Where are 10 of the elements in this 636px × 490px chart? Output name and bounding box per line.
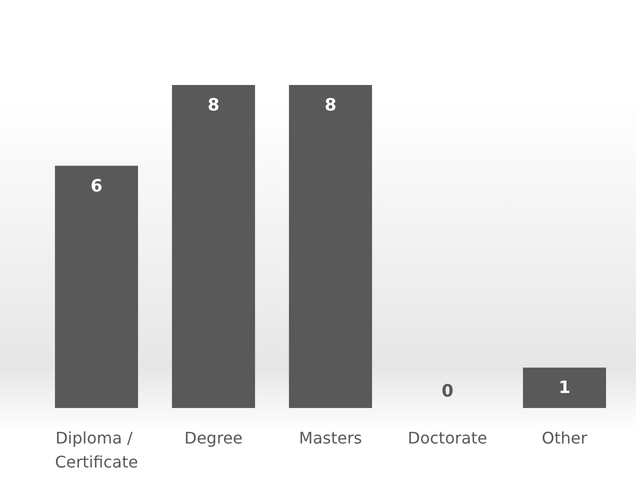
data-label: 8 (324, 96, 336, 116)
x-tick-label: Other (542, 428, 588, 448)
x-tick-label: Degree (184, 428, 243, 448)
x-tick-label: Masters (299, 428, 362, 448)
x-tick-label: Diploma / Certificate (54, 428, 138, 472)
data-label: 0 (442, 382, 454, 402)
data-label: 1 (558, 378, 570, 398)
data-label: 6 (90, 176, 102, 196)
data-label: 8 (208, 96, 220, 116)
x-tick-label: Doctorate (408, 428, 488, 448)
